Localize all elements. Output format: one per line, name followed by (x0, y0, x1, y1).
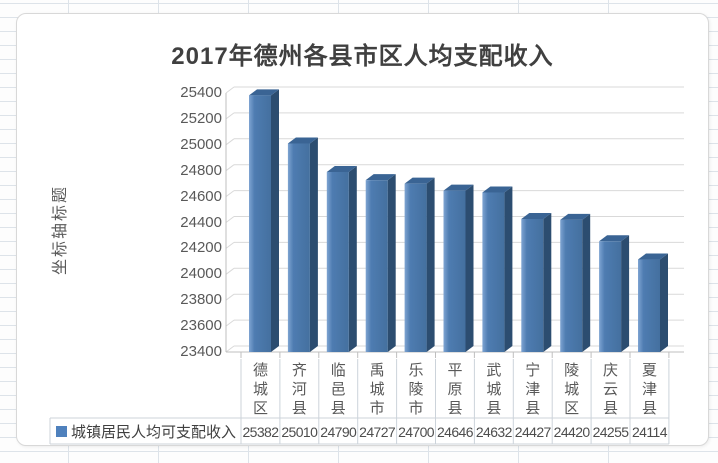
bar-德城区 (249, 95, 271, 353)
table-value-cell: 24632 (475, 423, 513, 440)
table-value-cell: 25382 (242, 423, 279, 440)
category-label: 夏 津 县 (641, 362, 657, 417)
legend-series-marker-icon (56, 426, 67, 437)
y-tick-label: 24400 (180, 213, 222, 231)
category-label: 陵 城 区 (564, 362, 580, 417)
bar-宁津县 (521, 219, 544, 352)
category-label: 齐 河 县 (291, 362, 307, 417)
y-tick-label: 24600 (180, 187, 222, 205)
bar-武城县 (482, 192, 505, 352)
category-label: 禹 城 市 (369, 362, 385, 417)
category-label: 宁 津 县 (525, 362, 541, 417)
bars (249, 89, 668, 353)
y-tick-label: 25400 (180, 84, 222, 101)
y-tick-label: 23800 (180, 291, 222, 309)
y-tick-label: 24800 (180, 161, 222, 179)
y-tick-label: 24200 (180, 239, 222, 257)
table-value-cell: 24646 (436, 423, 474, 440)
legend-series-label: 城镇居民人均可支配收入 (71, 424, 237, 441)
bar-乐陵市 (404, 183, 427, 352)
table-value-cell: 24420 (553, 423, 591, 440)
y-tick-label: 25200 (180, 109, 222, 127)
bar-禹城市 (365, 180, 388, 352)
table-value-cell: 25010 (281, 423, 318, 440)
bar-平原县 (443, 190, 466, 352)
bar-夏津县 (638, 259, 660, 352)
bar-临邑县 (326, 171, 349, 352)
category-label: 临 邑 县 (330, 362, 346, 417)
chart-title: 2017年德州各县市区人均支配收入 (171, 43, 554, 70)
y-tick-label: 23400 (180, 343, 222, 360)
category-label: 平 原 县 (447, 362, 463, 417)
table-value-cell: 24427 (514, 423, 552, 440)
category-label: 乐 陵 市 (408, 362, 424, 417)
table-value-cell: 24114 (631, 423, 668, 440)
table-value-cell: 24255 (592, 423, 630, 440)
category-label: 德 城 区 (252, 362, 268, 417)
table-value-cell: 24700 (398, 423, 435, 440)
legend: 城镇居民人均可支配收入 (50, 419, 240, 444)
bar-陵城区 (560, 219, 583, 352)
table-borders (49, 352, 670, 445)
category-label: 庆 云 县 (603, 362, 619, 417)
table-value-cell: 24790 (320, 423, 357, 440)
y-tick-label: 25000 (180, 135, 222, 153)
bar-齐河县 (287, 143, 310, 352)
bar-庆云县 (599, 241, 622, 352)
y-tick-label: 24000 (180, 265, 222, 283)
y-tick-label: 23600 (180, 317, 222, 335)
category-label: 武 城 县 (486, 362, 502, 417)
plot-svg (49, 86, 684, 445)
table-value-cell: 24727 (359, 423, 396, 440)
chart-area: 2017年德州各县市区人均支配收入 坐标轴标题 23400 23600 23800 2… (16, 13, 709, 446)
